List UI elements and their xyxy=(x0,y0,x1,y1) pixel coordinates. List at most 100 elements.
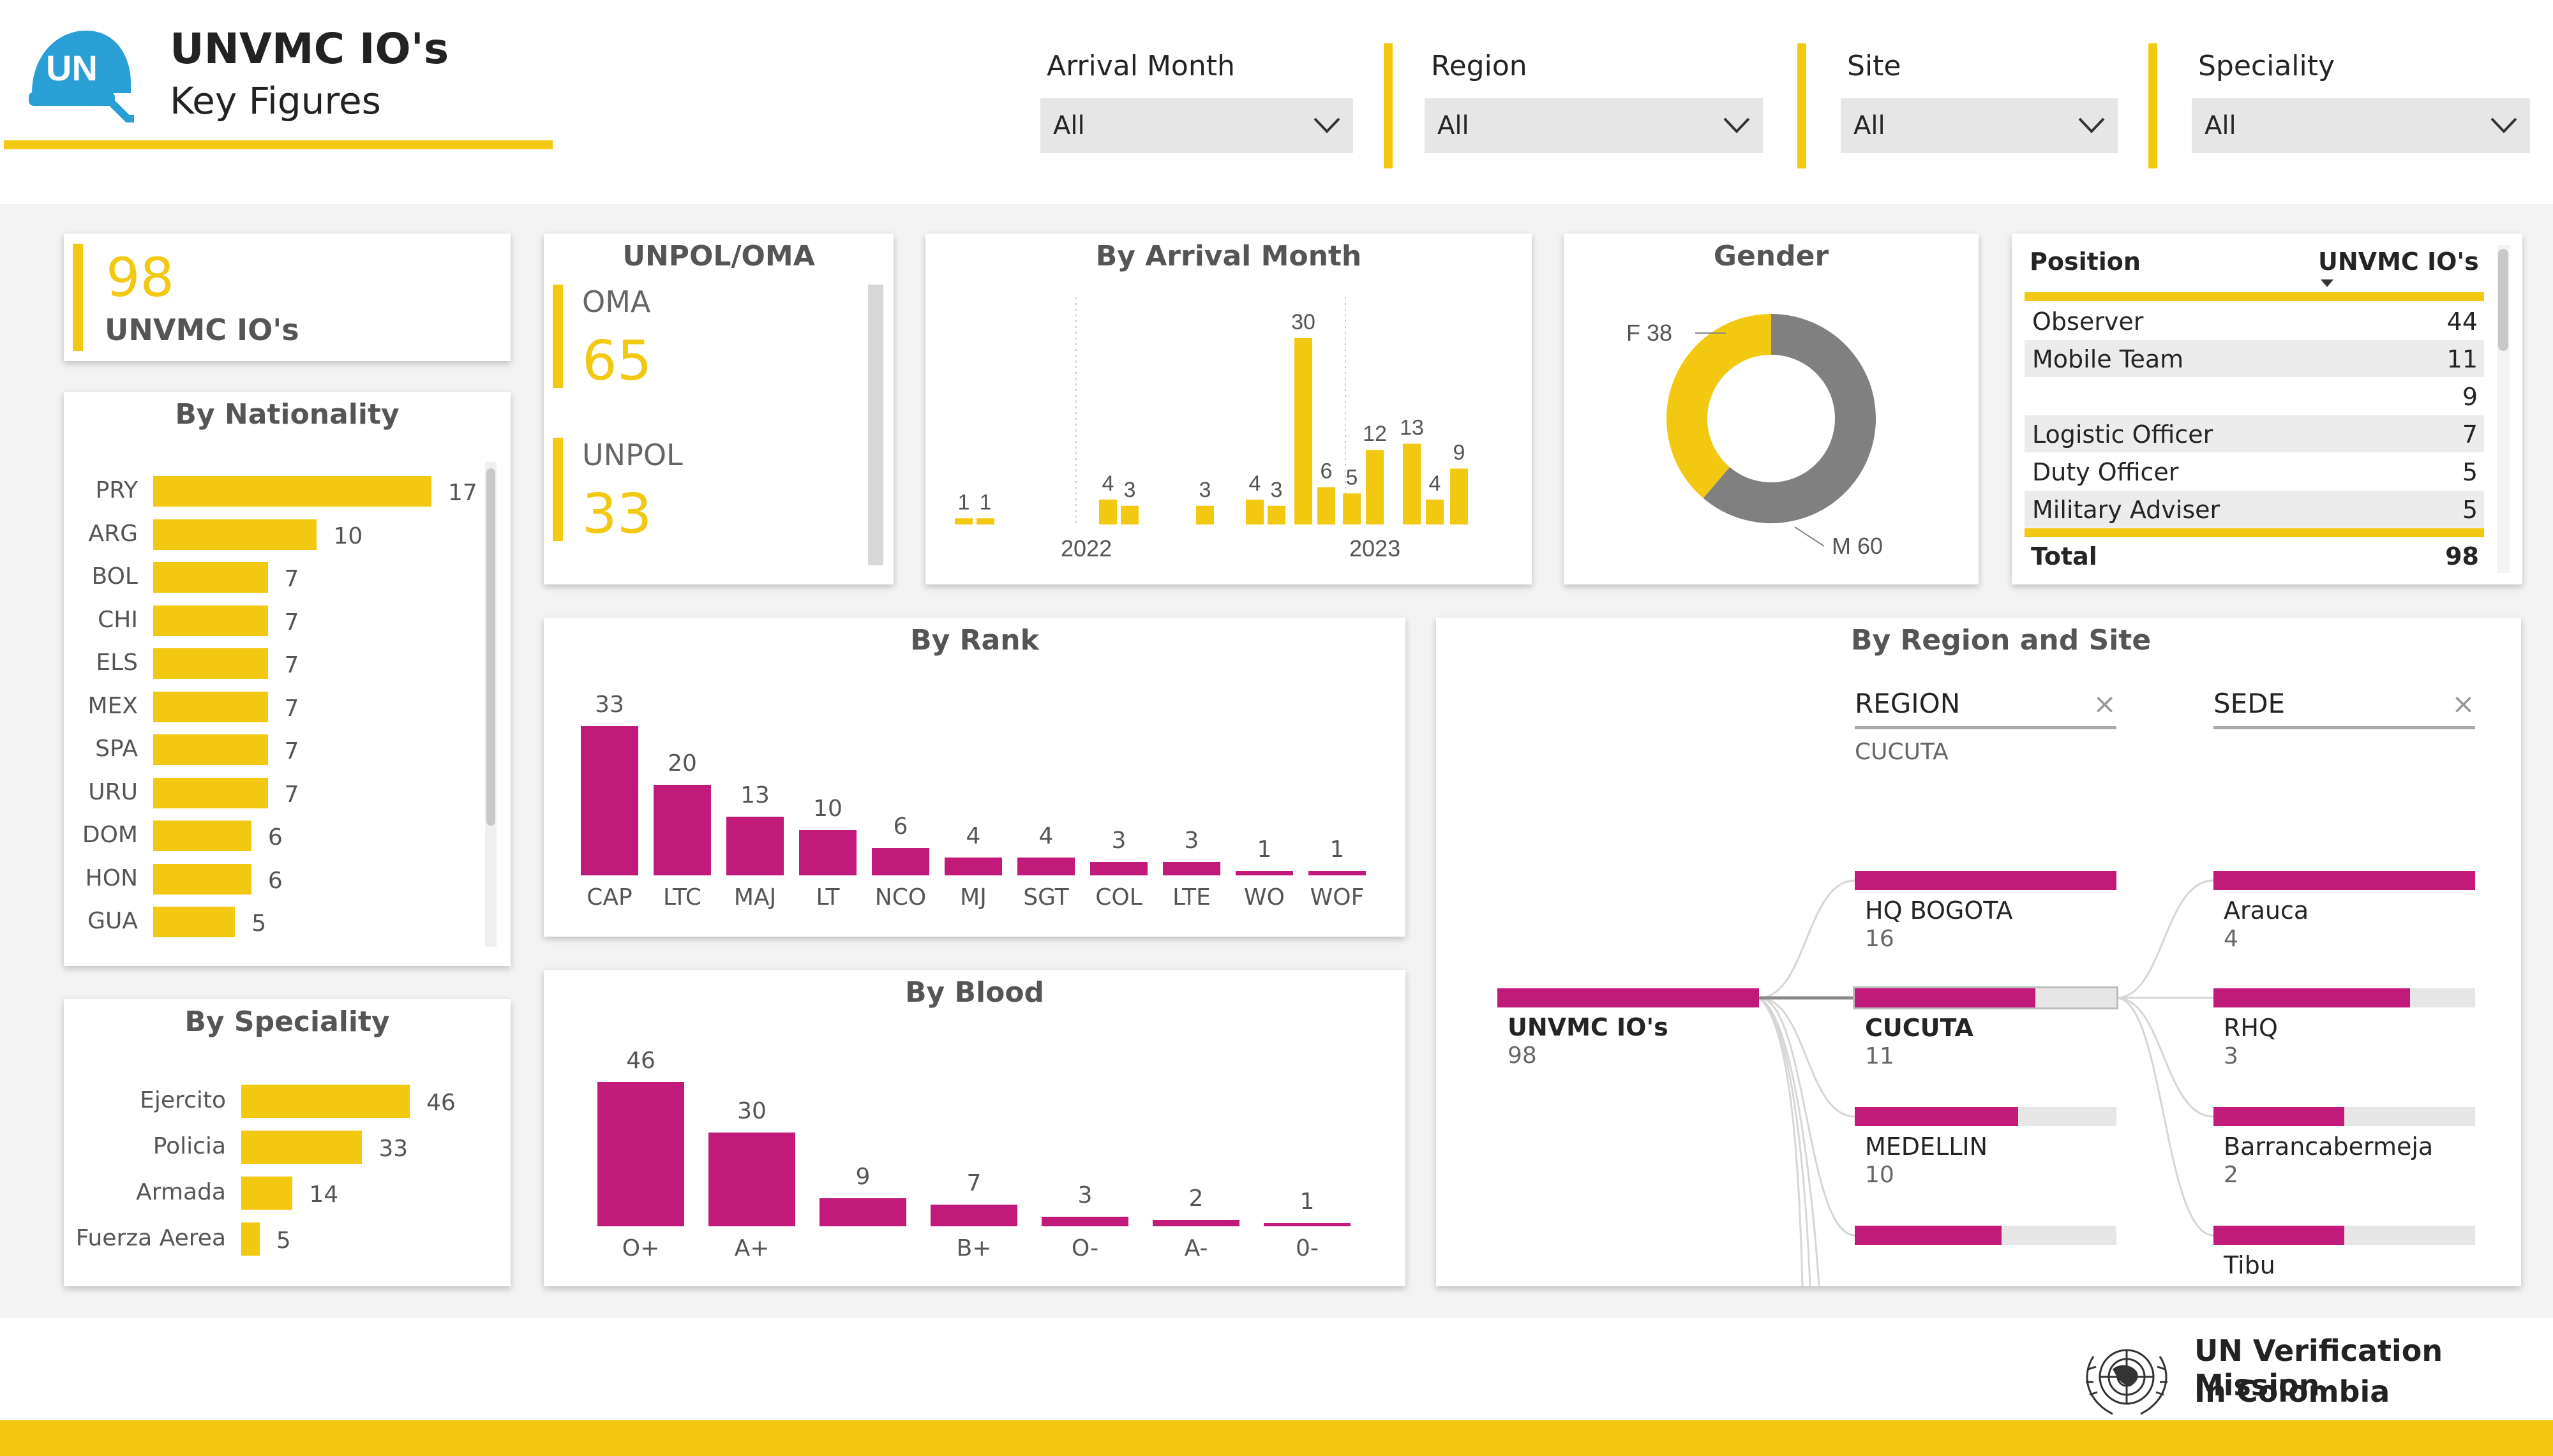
bar xyxy=(153,907,236,937)
node-label: Barrancabermeja xyxy=(2224,1133,2434,1161)
value-label: 1 xyxy=(980,490,992,514)
node-bar[interactable] xyxy=(1855,1107,2019,1126)
bar xyxy=(872,848,929,875)
filter-divider xyxy=(1797,43,1806,168)
category-label: 0- xyxy=(1296,1235,1319,1261)
scrollbar-thumb[interactable] xyxy=(486,468,495,826)
arrival-month-chart: By Arrival Month 1 1 4 3 3 4 3 30 6 5 12 13 4 9 2022 20… xyxy=(925,234,1532,584)
value-label: 7 xyxy=(284,566,299,592)
value-label: 6 xyxy=(267,824,283,851)
scrollbar[interactable] xyxy=(868,285,883,565)
category-label: COL xyxy=(1095,884,1142,910)
table-row[interactable]: 9 xyxy=(2025,378,2484,416)
value-label: 6 xyxy=(1321,459,1333,484)
org-name-line1: UN Verification Mission xyxy=(2194,1333,2443,1402)
bar xyxy=(1153,1220,1239,1226)
value-label: 4 xyxy=(1038,822,1054,849)
category-label: Policia xyxy=(153,1133,226,1159)
column-header-position[interactable]: Position xyxy=(2030,248,2141,276)
value-label: 30 xyxy=(1291,310,1315,334)
table-row[interactable]: Military Adviser 5 xyxy=(2025,491,2484,529)
region-site-tree: By Region and Site REGION × CUCUTA SEDE … xyxy=(1436,618,2521,1286)
node-value: 16 xyxy=(1865,926,1894,952)
value-label: 5 xyxy=(1346,465,1358,489)
category-label: PRY xyxy=(95,477,138,503)
category-label: MAJ xyxy=(733,884,777,910)
node-bar[interactable] xyxy=(2213,871,2475,890)
position-name: Military Adviser xyxy=(2032,496,2220,524)
value-label: 3 xyxy=(1184,827,1199,854)
scrollbar-thumb[interactable] xyxy=(2498,249,2508,351)
arrival-month-dropdown[interactable]: All xyxy=(1040,98,1353,153)
value-label: 5 xyxy=(276,1228,291,1254)
scrollbar[interactable] xyxy=(2497,245,2510,573)
category-label: B+ xyxy=(956,1235,992,1261)
node-label: Arauca xyxy=(2224,896,2309,925)
bar xyxy=(820,1198,906,1226)
table-row[interactable]: Mobile Team 11 xyxy=(2025,340,2484,378)
filter-divider xyxy=(2148,43,2157,168)
node-bar[interactable] xyxy=(2213,1107,2344,1126)
kpi-accent xyxy=(73,244,83,351)
site-level-header[interactable]: SEDE × xyxy=(2213,688,2475,729)
value-label: 6 xyxy=(267,867,283,894)
scrollbar[interactable] xyxy=(485,462,497,947)
speciality-chart: By Speciality Ejercito 46 Policia 33 Armada 1… xyxy=(64,999,511,1286)
value-label: 7 xyxy=(284,738,299,764)
bar xyxy=(241,1222,260,1256)
bar xyxy=(153,734,268,765)
chevron-down-icon xyxy=(2078,117,2105,133)
gender-chart: Gender F 38 M 60 xyxy=(1564,234,1979,584)
bar xyxy=(1017,857,1075,875)
node-bar[interactable] xyxy=(2213,988,2410,1007)
table-row[interactable]: Duty Officer 5 xyxy=(2025,453,2484,491)
close-icon[interactable]: × xyxy=(2452,688,2475,720)
value-label: 3 xyxy=(1111,827,1127,854)
bar xyxy=(241,1131,363,1164)
close-icon[interactable]: × xyxy=(2093,688,2116,720)
speciality-dropdown[interactable]: All xyxy=(2192,98,2530,153)
region-dropdown[interactable]: All xyxy=(1425,98,1763,153)
bar xyxy=(1042,1217,1128,1226)
oma-label: OMA xyxy=(582,285,651,319)
bar xyxy=(1246,500,1264,524)
value-label: 1 xyxy=(1299,1189,1315,1215)
bar xyxy=(1099,500,1117,524)
category-label: BOL xyxy=(91,563,138,590)
dropdown-value: All xyxy=(1853,111,1885,140)
value-label: 3 xyxy=(1124,478,1136,502)
node-bar[interactable] xyxy=(1855,988,2035,1007)
unpol-oma-card: UNPOL/OMA OMA 65 UNPOL 33 xyxy=(544,234,894,584)
node-bar[interactable] xyxy=(1855,871,2116,890)
region-level-header[interactable]: REGION × xyxy=(1855,688,2116,729)
node-bar[interactable] xyxy=(1855,1226,2002,1245)
bar xyxy=(1317,487,1335,524)
table-row[interactable]: Logistic Officer 7 xyxy=(2025,415,2484,454)
rank-chart: By Rank 33 CAP 20 LTC 13 MAJ 10 LT 6 NCO 4 MJ 4 SGT 3 C… xyxy=(544,618,1405,937)
value-label: 33 xyxy=(595,692,624,718)
chart-title: By Rank xyxy=(910,624,1039,657)
oma-accent xyxy=(553,285,563,388)
position-value: 9 xyxy=(2462,383,2478,411)
bar xyxy=(153,863,251,895)
year-label: 2023 xyxy=(1349,535,1400,561)
node-bar[interactable] xyxy=(2213,1226,2344,1245)
value-label: 3 xyxy=(1199,478,1211,502)
bar xyxy=(1366,450,1384,524)
value-label: 1 xyxy=(1257,836,1272,863)
table-row[interactable]: Observer 44 xyxy=(2025,302,2484,341)
slice-label: M 60 xyxy=(1832,533,1883,559)
bar xyxy=(1426,500,1444,524)
column-header-ios[interactable]: UNVMC IO's xyxy=(2318,248,2479,276)
category-label: MJ xyxy=(960,884,987,910)
bar xyxy=(931,1204,1017,1226)
oma-value: 65 xyxy=(582,329,652,393)
chart-title: By Blood xyxy=(904,976,1045,1009)
sort-desc-icon[interactable] xyxy=(2319,278,2335,288)
filter-label: Region xyxy=(1431,50,1527,82)
root-node-bar[interactable] xyxy=(1497,988,1759,1007)
site-dropdown[interactable]: All xyxy=(1841,98,2118,153)
bar xyxy=(1236,870,1293,875)
chevron-down-icon xyxy=(1314,117,1340,133)
leader-line xyxy=(1794,526,1825,547)
